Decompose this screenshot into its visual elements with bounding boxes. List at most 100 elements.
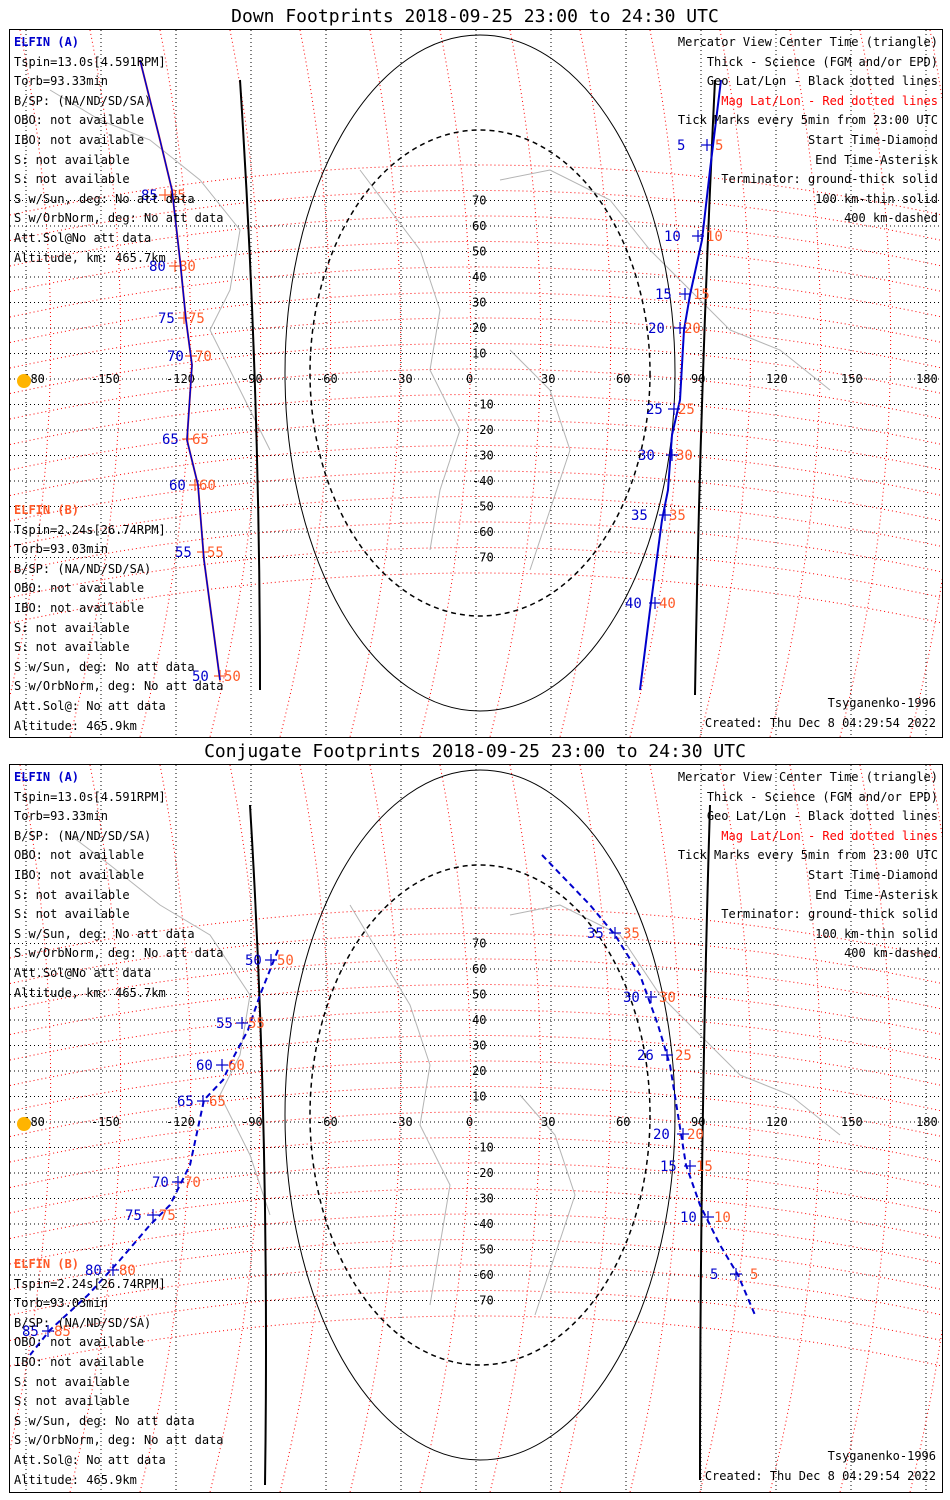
tick-label-blue: 26: [637, 1048, 654, 1064]
elfin-b-header: ELFIN (B): [14, 503, 80, 517]
elfin-b-science-overlay: [139, 59, 221, 681]
lat-label: 30: [472, 296, 486, 310]
info-line: S: not available: [14, 1394, 130, 1409]
mag-meridian: [489, 30, 542, 737]
legend-info: Mercator View Center Time (triangle) Thi…: [678, 33, 938, 229]
legend-line: Start Time-Diamond: [807, 132, 938, 147]
tick-label-red: 25: [678, 402, 695, 418]
terminator-ground-left: [249, 804, 267, 1486]
terminator-ground-left: [239, 79, 261, 691]
panel-title-conjugate: Conjugate Footprints 2018-09-25 23:00 to…: [204, 741, 746, 762]
elfin-a-info: ELFIN (A) Tspin=13.0s[4.591RPM] Torb=93.…: [14, 33, 224, 268]
lat-label: 50: [472, 988, 486, 1002]
lat-label: -20: [472, 1166, 494, 1180]
lon-label: -90: [241, 372, 263, 386]
info-line: B/SP: (NA/ND/SD/SA): [14, 828, 152, 843]
tick-label-red: 50: [277, 953, 294, 969]
tick-label-red: 65: [209, 1094, 226, 1110]
info-line: IBO: not available: [14, 600, 145, 615]
coastlines: [69, 834, 841, 1316]
tick-label-red: 30: [676, 448, 693, 464]
terminator-100km: [284, 769, 676, 1461]
info-line: Att.Sol@No att data: [14, 230, 152, 245]
info-line: Att.Sol@No att data: [14, 965, 152, 980]
elfin-a-info: ELFIN (A) Tspin=13.0s[4.591RPM] Torb=93.…: [14, 768, 224, 1003]
info-line: Altitude, km: 465.7km: [14, 985, 166, 1000]
tick-label-blue: 75: [158, 311, 175, 327]
legend-line: Mag Lat/Lon - Red dotted lines: [721, 828, 938, 843]
legend-info: Mercator View Center Time (triangle) Thi…: [678, 768, 938, 964]
panel-title-down: Down Footprints 2018-09-25 23:00 to 24:3…: [231, 6, 719, 27]
tick-label-blue: 30: [638, 448, 655, 464]
lat-label: -70: [472, 551, 494, 565]
info-line: Tspin=13.0s[4.591RPM]: [14, 54, 166, 69]
elfin-a-header: ELFIN (A): [14, 770, 80, 784]
legend-line: Terminator: ground-thick solid: [721, 907, 938, 922]
lat-label: 10: [472, 347, 486, 361]
coastline: [69, 834, 271, 1216]
map-canvas: -180-150-120-90-60-300306090120150180706…: [10, 765, 942, 1492]
info-line: OBO: not available: [14, 581, 145, 596]
legend-line: Geo Lat/Lon - Black dotted lines: [706, 809, 938, 824]
tick-label-blue: 85: [141, 188, 158, 204]
lat-label: -50: [472, 1243, 494, 1257]
lon-label: -90: [241, 1115, 263, 1129]
tick-label-blue: 70: [167, 349, 184, 365]
info-line: OBO: not available: [14, 848, 145, 863]
info-line: Torb=93.03min: [14, 1296, 108, 1311]
tick-label-red: 55: [248, 1016, 265, 1032]
lat-label: 70: [472, 937, 486, 951]
lat-label: 20: [472, 1064, 486, 1078]
tick-label-blue: 65: [177, 1094, 194, 1110]
mag-meridian: [419, 30, 472, 737]
legend-line: 100 km-thin solid: [815, 926, 938, 941]
info-line: Altitude, km: 465.7km: [14, 250, 166, 265]
lon-label: -120: [166, 1115, 195, 1129]
tick-label-blue: 50: [192, 669, 209, 685]
elfin-b-track: [29, 949, 279, 1356]
tick-label-blue: 85: [22, 1324, 39, 1340]
info-line: S w/Sun, deg: No att data: [14, 191, 195, 206]
tick-label-blue: 35: [587, 926, 604, 942]
elfin-b-header: ELFIN (B): [14, 1257, 80, 1271]
tick-label-red: 80: [119, 1263, 136, 1279]
lat-label: 60: [472, 962, 486, 976]
coastline: [49, 89, 271, 451]
lon-label: 120: [766, 372, 788, 386]
terminator-400km: [309, 129, 651, 617]
tick-label-blue: 5: [710, 1267, 718, 1283]
lat-label: 40: [472, 1013, 486, 1027]
legend-line: Tick Marks every 5min from 23:00 UTC: [677, 113, 938, 128]
info-line: B/SP: (NA/ND/SD/SA): [14, 561, 152, 576]
tick-label-blue: 60: [196, 1058, 213, 1074]
lon-label: 120: [766, 1115, 788, 1129]
legend-line: End Time-Asterisk: [815, 887, 938, 902]
legend-line: Tick Marks every 5min from 23:00 UTC: [677, 848, 938, 863]
legend-line: Terminator: ground-thick solid: [721, 172, 938, 187]
tick-label-red: 75: [159, 1208, 176, 1224]
mag-meridian: [489, 765, 542, 1492]
tick-label-blue: 15: [660, 1159, 677, 1175]
sun-icon: [17, 1117, 31, 1131]
lon-label: 60: [616, 372, 630, 386]
lon-label: 30: [541, 372, 555, 386]
tick-label-blue: 75: [125, 1208, 142, 1224]
sun-disc: [17, 374, 31, 388]
legend-line: Thick - Science (FGM and/or EPD): [706, 789, 938, 804]
mag-meridian: [419, 765, 472, 1492]
tick-label-red: 15: [693, 287, 710, 303]
lon-label: -60: [316, 1115, 338, 1129]
tick-label-blue: 55: [175, 545, 192, 561]
info-line: Torb=93.33min: [14, 74, 108, 89]
tick-label-red: 75: [188, 311, 205, 327]
info-line: S w/OrbNorm, deg: No att data: [14, 211, 224, 226]
tick-label-blue: 80: [149, 259, 166, 275]
info-line: S w/Sun, deg: No att data: [14, 926, 195, 941]
lat-label: -50: [472, 500, 494, 514]
info-line: Tspin=2.24s[26.74RPM]: [14, 1276, 166, 1291]
model-label: Tsyganenko-1996: [827, 696, 936, 710]
tick-label-red: 80: [179, 259, 196, 275]
tick-label-blue: 70: [152, 1175, 169, 1191]
legend-line: Mercator View Center Time (triangle): [677, 770, 938, 784]
tick-label-blue: 55: [216, 1016, 233, 1032]
